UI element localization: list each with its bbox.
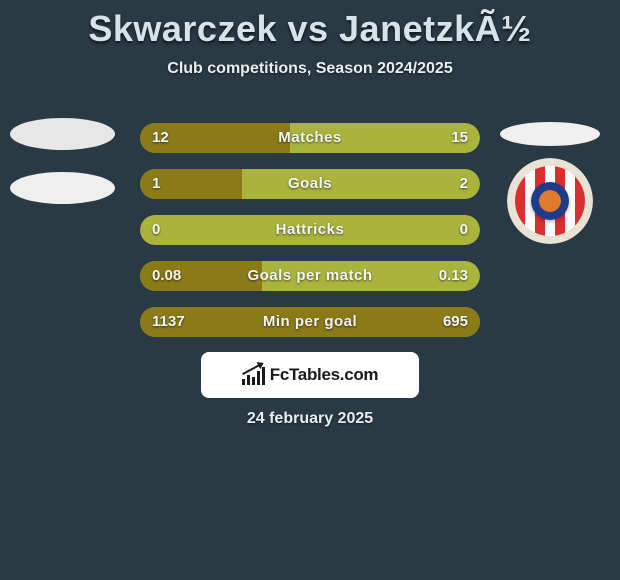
watermark-text: FcTables.com bbox=[270, 365, 379, 385]
page-title: Skwarczek vs JanetzkÃ½ bbox=[0, 0, 620, 50]
crest-swirl bbox=[531, 182, 569, 220]
comparison-card: Skwarczek vs JanetzkÃ½ Club competitions… bbox=[0, 0, 620, 580]
stat-label: Matches bbox=[140, 123, 480, 153]
stat-label: Hattricks bbox=[140, 215, 480, 245]
watermark: FcTables.com bbox=[201, 352, 419, 398]
stat-row: 00Hattricks bbox=[140, 215, 480, 245]
right-badge-small bbox=[500, 122, 600, 146]
crest-stripe bbox=[575, 166, 585, 236]
club-crest bbox=[507, 158, 593, 244]
left-badge-1 bbox=[10, 118, 115, 150]
crest-stripe bbox=[515, 166, 525, 236]
stat-row: 1137695Min per goal bbox=[140, 307, 480, 337]
stat-row: 12Goals bbox=[140, 169, 480, 199]
club-crest-inner bbox=[515, 166, 585, 236]
chart-icon bbox=[242, 365, 264, 385]
footer-date: 24 february 2025 bbox=[0, 410, 620, 428]
stat-row: 0.080.13Goals per match bbox=[140, 261, 480, 291]
stat-bars: 1215Matches 12Goals 00Hattricks 0.080.13Goa… bbox=[140, 123, 480, 353]
stat-label: Goals bbox=[140, 169, 480, 199]
stat-label: Goals per match bbox=[140, 261, 480, 291]
left-badge-2 bbox=[10, 172, 115, 204]
right-player-badges bbox=[490, 122, 610, 244]
left-player-badges bbox=[10, 118, 120, 226]
subtitle: Club competitions, Season 2024/2025 bbox=[0, 60, 620, 78]
stat-label: Min per goal bbox=[140, 307, 480, 337]
stat-row: 1215Matches bbox=[140, 123, 480, 153]
